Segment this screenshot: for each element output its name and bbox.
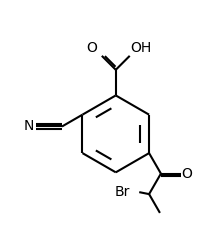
Text: N: N bbox=[24, 119, 34, 134]
Text: O: O bbox=[86, 41, 97, 55]
Text: O: O bbox=[182, 167, 193, 181]
Text: OH: OH bbox=[131, 41, 152, 55]
Text: Br: Br bbox=[115, 185, 130, 199]
